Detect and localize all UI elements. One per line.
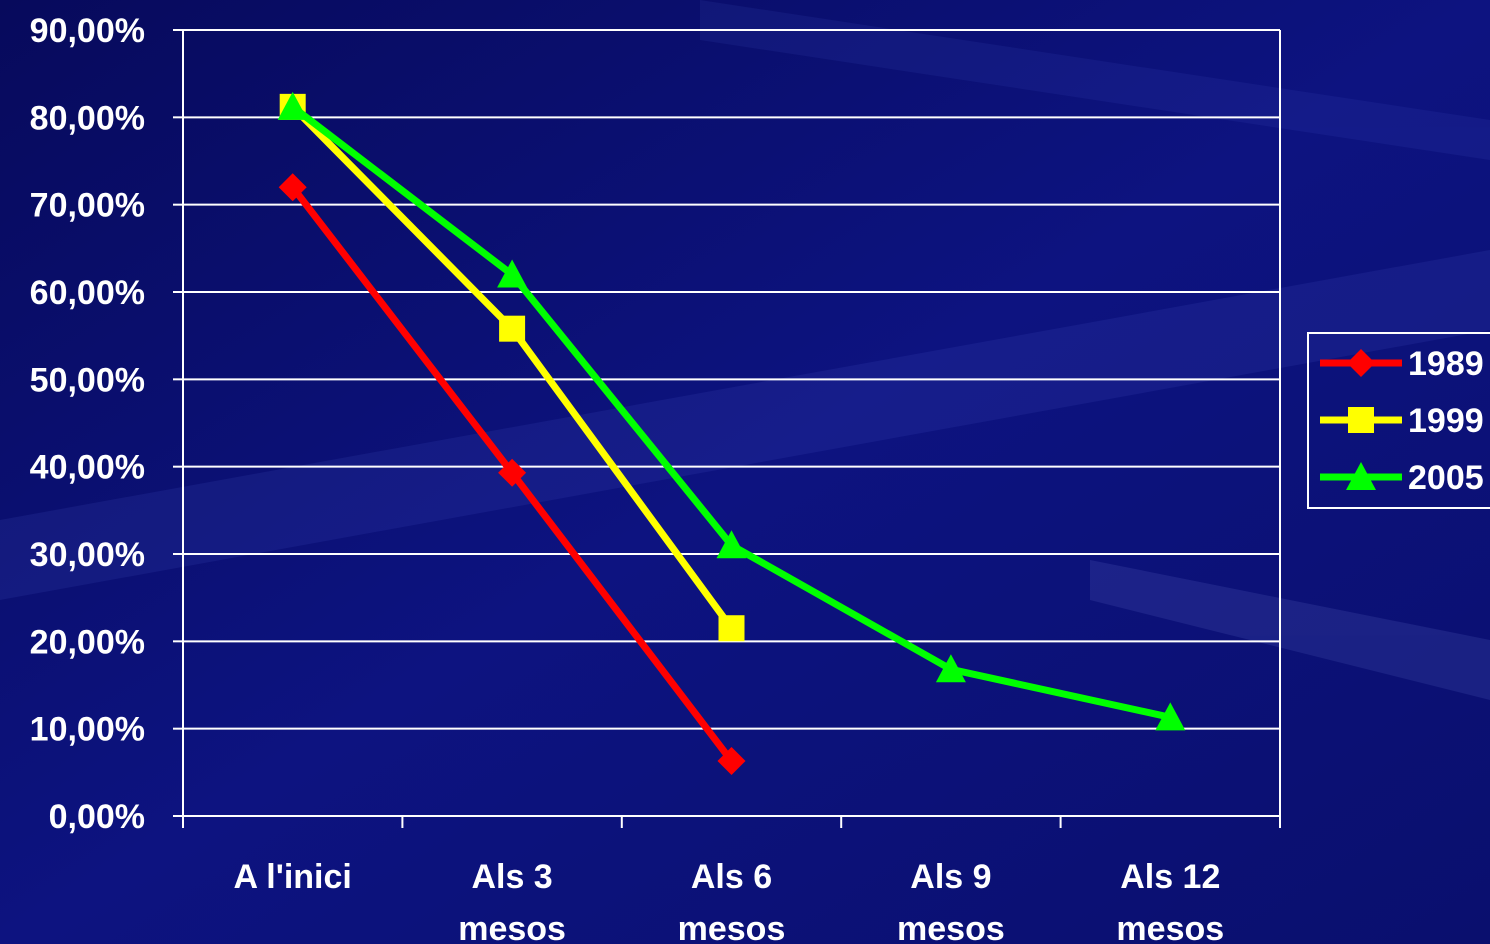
data-point-2005-0 xyxy=(277,91,308,120)
series-layer xyxy=(277,91,1186,775)
data-point-1989-2 xyxy=(717,746,746,775)
x-tick-label-line: Als 9 xyxy=(910,858,991,896)
data-point-1989-0 xyxy=(278,173,307,202)
x-tick-label-line: Als 12 xyxy=(1120,858,1220,896)
y-tick-label-7: 70,00% xyxy=(30,187,145,225)
legend-item-1989: 1989 xyxy=(1320,345,1484,383)
y-tick-label-9: 90,00% xyxy=(30,12,145,50)
legend-box xyxy=(1307,332,1490,509)
series-1989 xyxy=(278,173,746,775)
x-tick-label-1: Als 3 mesos xyxy=(458,858,566,944)
x-tick-label-0: A l'inici xyxy=(234,858,352,896)
y-tick-label-3: 30,00% xyxy=(30,536,145,574)
y-axis-tick-labels: 0,00% 10,00% 20,00% 30,00% 40,00% 50,00% 60,00… xyxy=(30,12,145,836)
legend-label-1989: 1989 xyxy=(1408,345,1484,383)
series-2005 xyxy=(277,91,1186,731)
y-tick-label-5: 50,00% xyxy=(30,361,145,399)
x-tick-label-2: Als 6 mesos xyxy=(678,858,786,944)
x-tick-label-line: A l'inici xyxy=(234,858,352,896)
legend-label-1999: 1999 xyxy=(1408,402,1484,440)
x-tick-label-line: Als 6 xyxy=(691,858,772,896)
x-tick-label-line: Als 3 xyxy=(471,858,552,896)
y-tick-label-6: 60,00% xyxy=(30,274,145,312)
y-tick-label-0: 0,00% xyxy=(49,798,145,836)
data-point-1999-1 xyxy=(499,315,526,342)
x-tick-label-4: Als 12 mesos xyxy=(1116,858,1224,944)
legend-label-2005: 2005 xyxy=(1408,459,1484,497)
legend-item-2005: 2005 xyxy=(1320,459,1484,497)
y-tick-label-1: 10,00% xyxy=(30,711,145,749)
background-streaks xyxy=(0,0,1490,700)
data-point-2005-4 xyxy=(1155,702,1186,731)
x-tick-label-3: Als 9 mesos xyxy=(897,858,1005,944)
legend-item-1999: 1999 xyxy=(1320,402,1484,440)
x-tick-label-line: mesos xyxy=(678,910,786,944)
legend-marker-1989 xyxy=(1347,349,1375,377)
data-point-1999-2 xyxy=(718,615,745,642)
x-tick-label-line: mesos xyxy=(1116,910,1224,944)
x-tick-label-line: mesos xyxy=(458,910,566,944)
axes xyxy=(173,29,1281,828)
y-tick-label-4: 40,00% xyxy=(30,449,145,487)
y-tick-label-2: 20,00% xyxy=(30,623,145,661)
legend-marker-2005 xyxy=(1346,462,1376,490)
data-point-2005-2 xyxy=(716,530,747,559)
data-point-1989-1 xyxy=(498,458,527,487)
y-tick-label-8: 80,00% xyxy=(30,99,145,137)
legend: 1989 1999 2005 xyxy=(1307,332,1490,509)
data-point-2005-1 xyxy=(497,259,528,288)
data-point-2005-3 xyxy=(935,654,966,683)
x-tick-label-line: mesos xyxy=(897,910,1005,944)
legend-marker-1999 xyxy=(1348,407,1374,433)
